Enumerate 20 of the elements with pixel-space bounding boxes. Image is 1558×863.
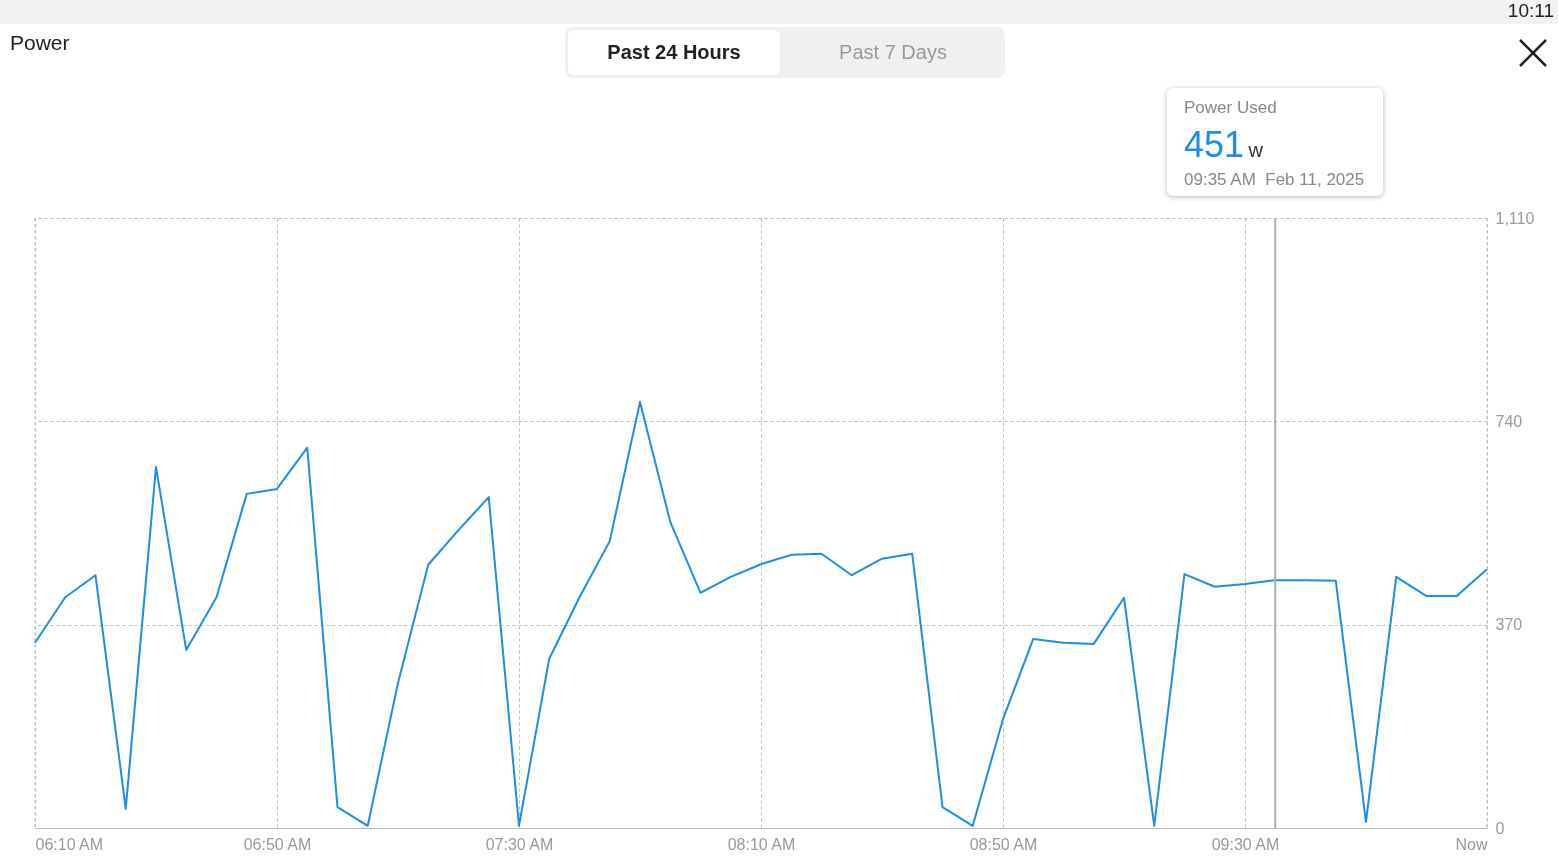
y-tick-label: 370 bbox=[1495, 616, 1523, 634]
y-tick-label: 1,110 bbox=[1495, 209, 1535, 227]
x-tick-label: 08:10 AM bbox=[727, 835, 796, 853]
text: Past 7 Days bbox=[838, 40, 948, 65]
x-tick-label: 08:50 AM bbox=[969, 835, 1038, 853]
x-tick-label: Now bbox=[1455, 835, 1488, 853]
y-tick-label: 740 bbox=[1495, 412, 1523, 430]
text: 451 bbox=[1184, 124, 1245, 165]
text: 09:35 AM Feb 11, 2025 bbox=[1184, 170, 1365, 190]
x-tick-label: 07:30 AM bbox=[485, 835, 554, 853]
text: Past 24 Hours bbox=[568, 30, 780, 75]
x-tick-label: 09:30 AM bbox=[1211, 835, 1280, 853]
chart-title: Power bbox=[10, 31, 70, 55]
x-tick-label: 06:10 AM bbox=[35, 835, 104, 853]
text: Power Used bbox=[1184, 98, 1277, 118]
text: w bbox=[1248, 139, 1263, 161]
x-tick-label: 06:50 AM bbox=[243, 835, 312, 853]
text: 10:11 bbox=[1507, 0, 1554, 22]
line-series bbox=[34, 401, 1488, 827]
y-tick-label: 0 bbox=[1495, 819, 1505, 837]
